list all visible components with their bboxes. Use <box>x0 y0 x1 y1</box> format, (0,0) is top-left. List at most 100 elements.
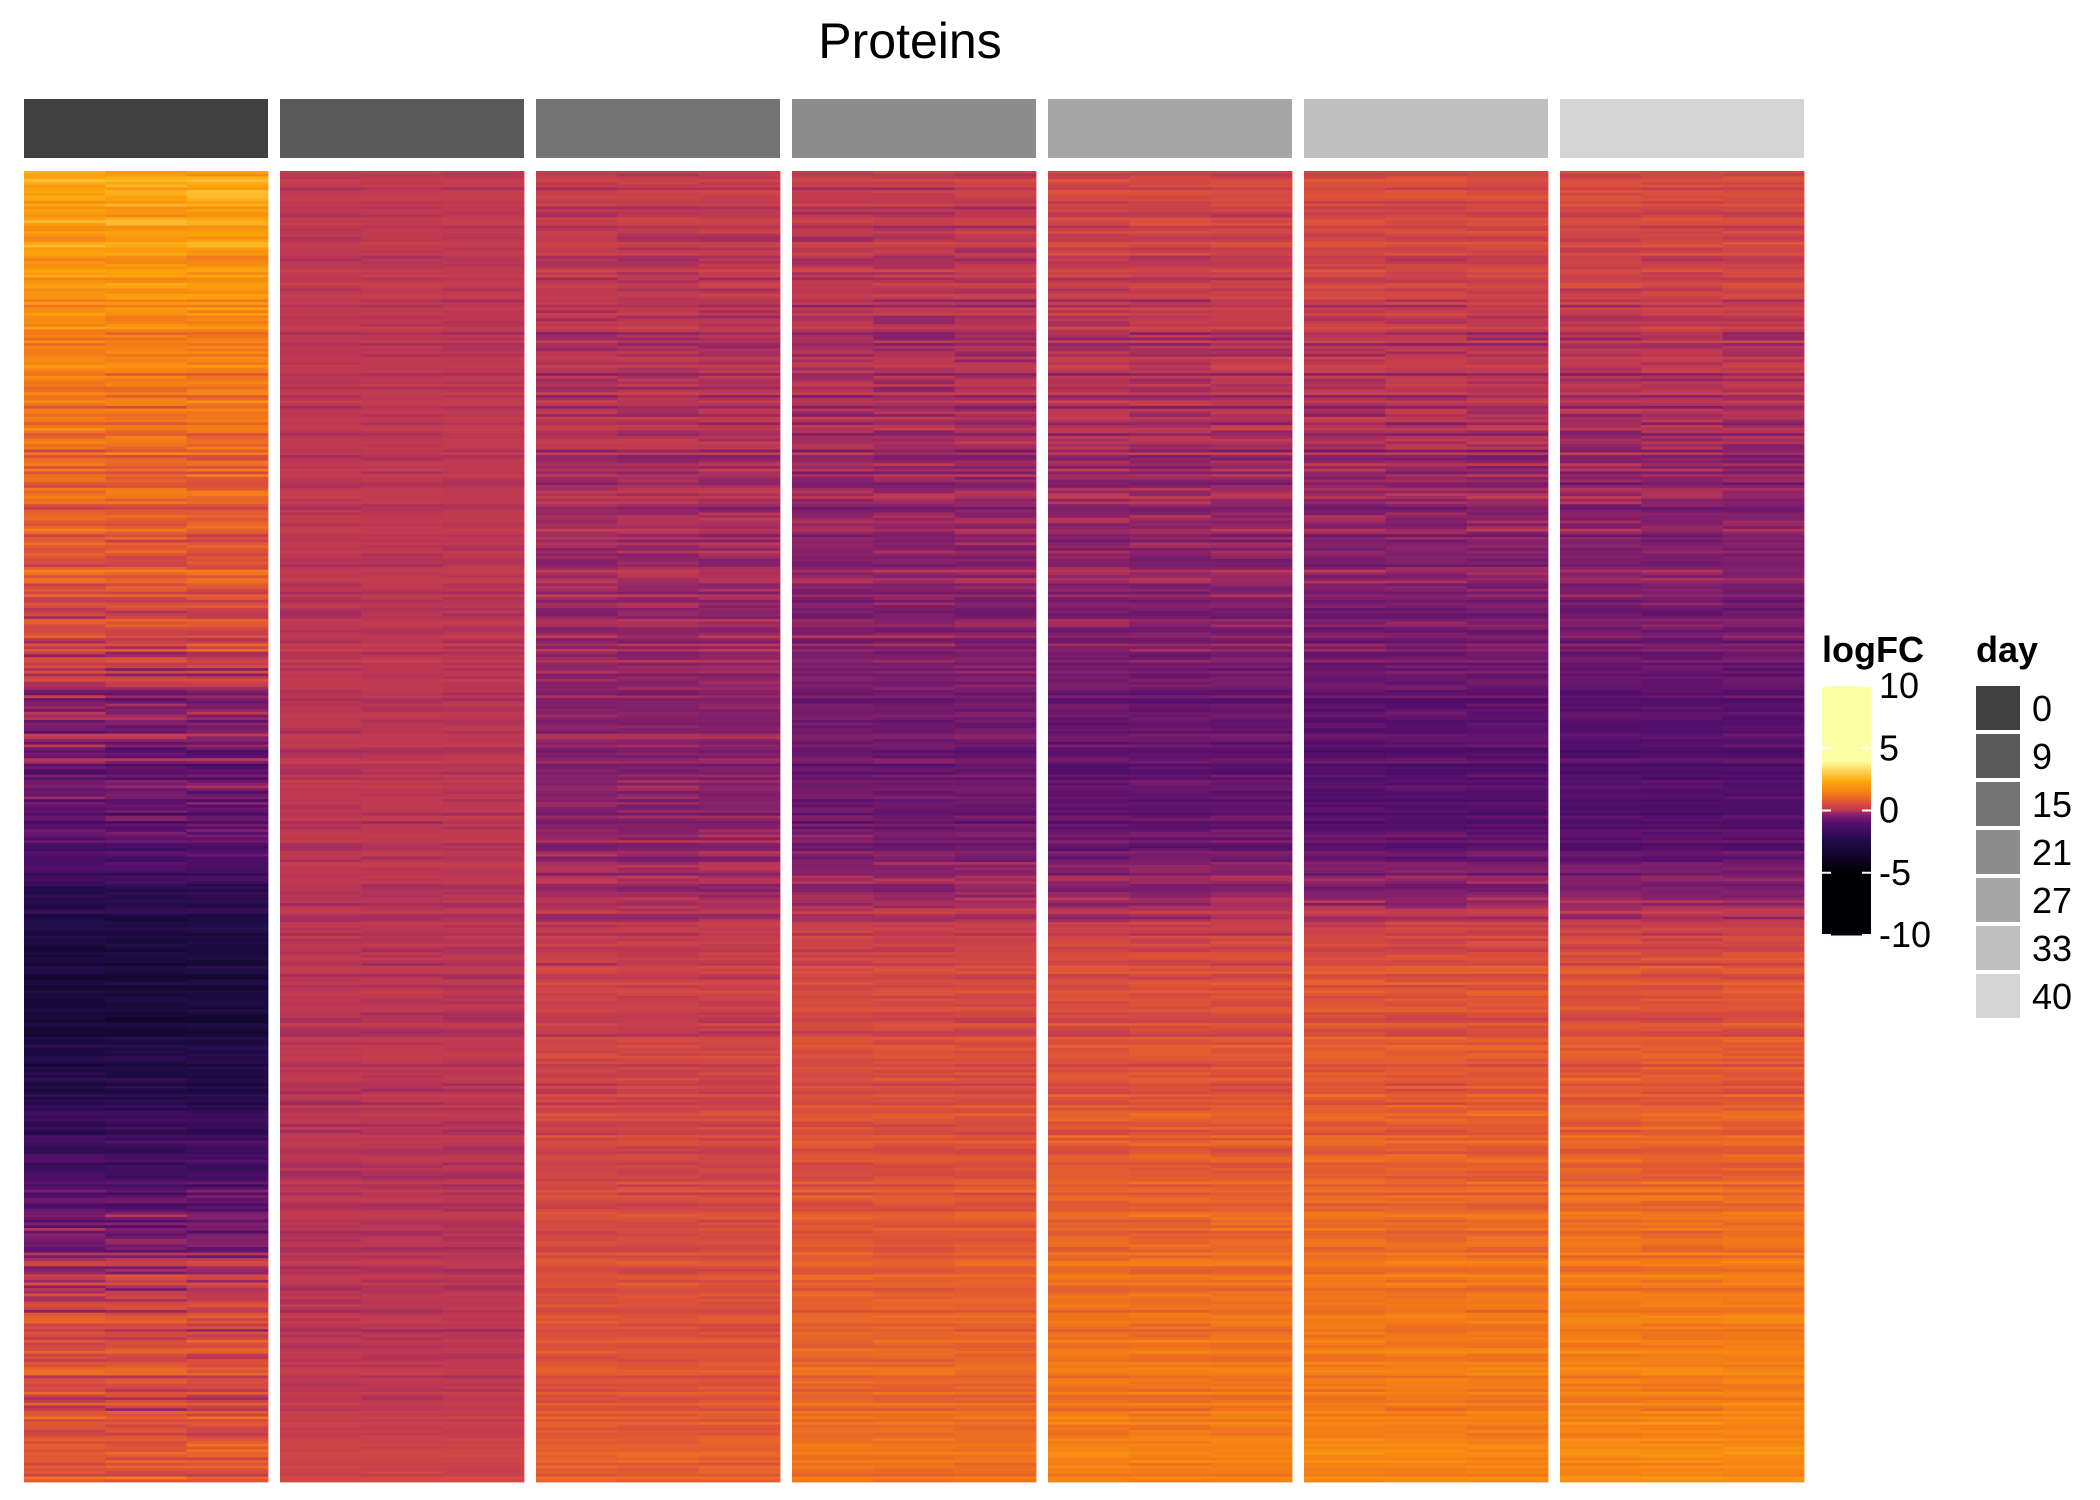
heatmap-cell <box>186 1471 269 1475</box>
heatmap-cell <box>698 343 781 347</box>
heatmap-cell <box>361 520 444 524</box>
heatmap-cell <box>617 629 700 633</box>
heatmap-cell <box>280 1258 362 1262</box>
heatmap-cell <box>536 550 618 554</box>
heatmap-cell <box>361 605 444 609</box>
heatmap-cell <box>536 1088 618 1092</box>
heatmap-cell <box>186 231 269 235</box>
heatmap-cell <box>280 1050 362 1054</box>
heatmap-cell <box>792 995 874 999</box>
heatmap-cell <box>105 1091 188 1095</box>
heatmap-cell <box>280 1356 362 1360</box>
heatmap-cell <box>792 908 874 912</box>
heatmap-cell <box>617 307 700 311</box>
heatmap-cell <box>186 179 269 183</box>
heatmap-cell <box>617 706 700 710</box>
heatmap-cell <box>792 938 874 942</box>
heatmap-cell <box>617 1260 700 1264</box>
heatmap-cell <box>105 583 188 587</box>
heatmap-cell <box>24 1230 106 1234</box>
heatmap-cell <box>873 487 956 491</box>
heatmap-cell <box>536 744 618 748</box>
heatmap-cell <box>105 892 188 896</box>
heatmap-cell <box>792 1268 874 1273</box>
heatmap-cell <box>186 752 269 756</box>
heatmap-cell <box>280 313 362 317</box>
heatmap-cell <box>361 201 444 205</box>
heatmap-cell <box>361 523 444 527</box>
heatmap-cell <box>792 501 874 505</box>
heatmap-cell <box>280 1211 362 1215</box>
heatmap-cell <box>186 769 269 773</box>
heatmap-cell <box>873 504 956 508</box>
heatmap-cell <box>698 1225 781 1229</box>
heatmap-cell <box>873 348 956 352</box>
heatmap-cell <box>617 362 700 366</box>
heatmap-cell <box>105 302 188 306</box>
heatmap-cell <box>536 1105 618 1109</box>
heatmap-cell <box>105 709 188 713</box>
heatmap-cell <box>536 605 618 609</box>
heatmap-cell <box>361 769 444 773</box>
heatmap-cell <box>536 1400 618 1404</box>
heatmap-cell <box>280 1217 362 1221</box>
heatmap-cell <box>280 692 362 696</box>
heatmap-cell <box>873 373 956 377</box>
heatmap-cell <box>105 1288 188 1292</box>
heatmap-cell <box>361 474 444 478</box>
heatmap-cell <box>105 719 188 724</box>
heatmap-cell <box>698 1288 781 1292</box>
heatmap-cell <box>280 954 362 958</box>
heatmap-cell <box>617 520 700 524</box>
heatmap-cell <box>536 856 618 860</box>
heatmap-cell <box>536 1023 618 1027</box>
heatmap-cell <box>105 842 188 847</box>
heatmap-cell <box>442 1443 525 1447</box>
heatmap-cell <box>186 1039 269 1043</box>
heatmap-cell <box>361 993 444 997</box>
heatmap-cell <box>24 430 106 434</box>
heatmap-cell <box>792 586 874 590</box>
heatmap-cell <box>792 1348 874 1352</box>
heatmap-cell <box>361 1066 444 1070</box>
heatmap-cell <box>442 763 525 767</box>
heatmap-cell <box>442 695 525 699</box>
heatmap-cell <box>698 1028 781 1032</box>
heatmap-cell <box>698 1203 781 1207</box>
heatmap-cell <box>698 400 781 404</box>
heatmap-cell <box>280 1375 362 1379</box>
heatmap-cell <box>792 285 874 289</box>
heatmap-cell <box>186 1449 269 1453</box>
heatmap-cell <box>698 1408 781 1412</box>
heatmap-cell <box>361 1047 444 1051</box>
heatmap-cell <box>617 1312 700 1316</box>
heatmap-cell <box>617 1441 700 1445</box>
heatmap-cell <box>617 965 700 969</box>
heatmap-cell <box>792 919 874 923</box>
heatmap-cell <box>280 1285 362 1289</box>
heatmap-cell <box>442 490 525 494</box>
heatmap-cell <box>280 1408 362 1412</box>
heatmap-cell <box>873 220 956 224</box>
heatmap-cell <box>186 313 269 317</box>
heatmap-cell <box>536 1282 618 1286</box>
heatmap-cell <box>361 1058 444 1062</box>
heatmap-cell <box>105 438 188 442</box>
heatmap-cell <box>442 831 525 836</box>
heatmap-cell <box>442 1337 525 1341</box>
heatmap-cell <box>24 728 106 732</box>
heatmap-cell <box>698 509 781 513</box>
heatmap-cell <box>792 1012 874 1016</box>
heatmap-cell <box>698 984 781 989</box>
heatmap-cell <box>698 1118 781 1122</box>
heatmap-cell <box>186 859 269 863</box>
heatmap-cell <box>24 1129 106 1133</box>
heatmap-cell <box>280 782 362 786</box>
heatmap-cell <box>24 490 106 494</box>
heatmap-cell <box>536 927 618 931</box>
heatmap-cell <box>361 941 444 945</box>
heatmap-cell <box>792 1042 874 1046</box>
heatmap-cell <box>698 190 781 194</box>
heatmap-cell <box>24 329 106 333</box>
heatmap-cell <box>442 818 525 822</box>
